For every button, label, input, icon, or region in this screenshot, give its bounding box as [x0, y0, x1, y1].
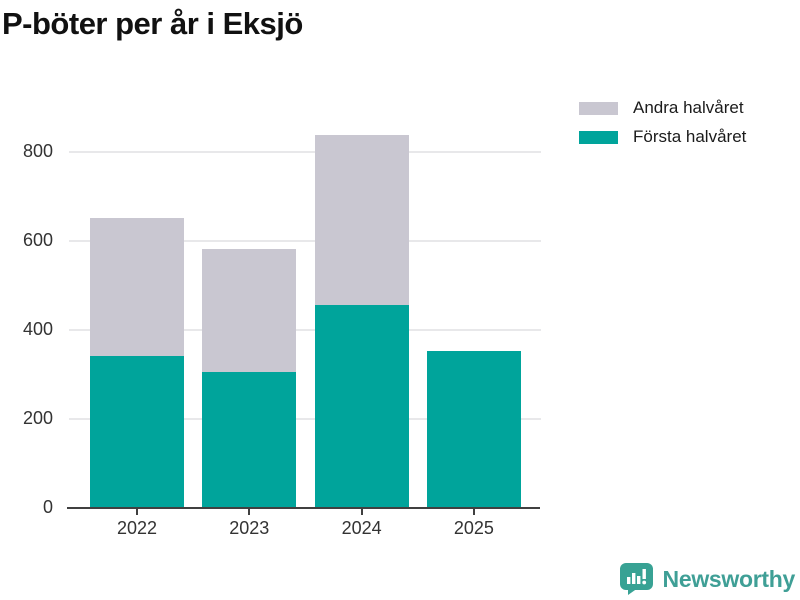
x-axis-tick	[136, 509, 138, 515]
x-axis-tick	[472, 509, 475, 515]
newsworthy-chart-bubble-icon	[619, 563, 653, 595]
bar-2023	[202, 248, 297, 508]
legend-label: Första halvåret	[633, 127, 747, 146]
bar-segment-2023-forsta-halvaret	[202, 372, 297, 508]
legend-swatch	[579, 101, 618, 115]
gridline-600	[69, 240, 541, 243]
legend-swatch	[579, 130, 618, 144]
y-axis-tick-label: 400	[22, 319, 53, 340]
bar-2024	[314, 134, 409, 508]
y-axis-tick-label: 200	[22, 408, 53, 429]
x-axis-tick	[360, 509, 363, 515]
chart-legend: Andra halvåret Första halvåret	[579, 98, 746, 156]
bar-segment-2022-forsta-halvaret	[90, 355, 184, 508]
gridline-800	[69, 151, 541, 154]
x-axis-tick	[248, 509, 251, 515]
x-axis-tick-label: 2023	[229, 518, 270, 538]
newsworthy-logo[interactable]: Newsworthy	[619, 562, 795, 596]
y-axis-tick-label: 0	[42, 497, 53, 517]
y-axis-tick-label: 600	[22, 230, 53, 251]
x-axis-line	[67, 506, 540, 509]
legend-label: Andra halvåret	[633, 98, 744, 117]
bar-segment-2024-forsta-halvaret	[314, 305, 409, 508]
bar-segment-2024-andra-halvaret	[314, 134, 409, 306]
bar-segment-2022-andra-halvaret	[90, 217, 184, 356]
gridline-400	[69, 329, 541, 332]
chart-title: P-böter per år i Eksjö	[2, 6, 303, 41]
legend-item: Andra halvåret	[579, 98, 746, 118]
bar-2025	[426, 351, 521, 508]
bar-segment-2023-andra-halvaret	[202, 248, 297, 373]
bar-segment-2025-forsta-halvaret	[426, 351, 521, 508]
gridline-200	[69, 418, 541, 421]
x-axis-tick-label: 2024	[341, 518, 382, 538]
legend-item: Första halvåret	[579, 127, 746, 147]
x-axis-tick-label: 2022	[116, 518, 158, 538]
newsworthy-wordmark: Newsworthy	[662, 565, 796, 592]
x-axis-tick-label: 2025	[453, 518, 494, 538]
y-axis-tick-label: 800	[22, 141, 53, 162]
bar-2022	[90, 217, 184, 508]
